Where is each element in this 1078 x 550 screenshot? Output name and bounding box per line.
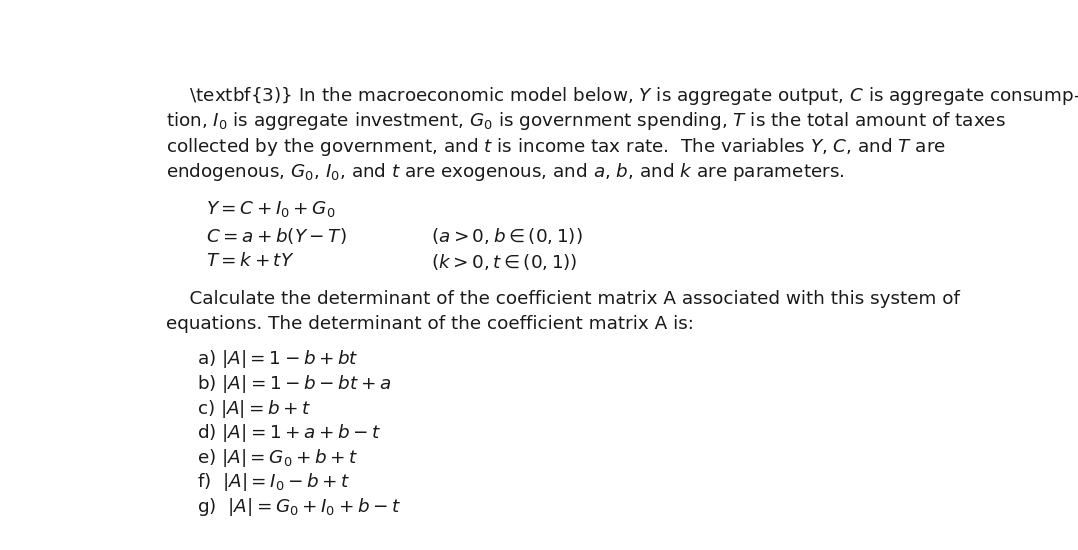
Text: c) $|A| = b + t$: c) $|A| = b + t$: [197, 398, 312, 420]
Text: d) $|A| = 1 + a + b - t$: d) $|A| = 1 + a + b - t$: [197, 422, 382, 444]
Text: \textbf{3)} In the macroeconomic model below, $Y$ is aggregate output, $C$ is ag: \textbf{3)} In the macroeconomic model b…: [166, 85, 1078, 107]
Text: collected by the government, and $t$ is income tax rate.  The variables $Y$, $C$: collected by the government, and $t$ is …: [166, 136, 946, 158]
Text: $(k > 0, t \in (0, 1))$: $(k > 0, t \in (0, 1))$: [431, 252, 578, 272]
Text: g)  $|A| = G_0 + I_0 + b - t$: g) $|A| = G_0 + I_0 + b - t$: [197, 496, 401, 518]
Text: $(a > 0, b \in (0, 1))$: $(a > 0, b \in (0, 1))$: [431, 226, 583, 246]
Text: e) $|A| = G_0 + b + t$: e) $|A| = G_0 + b + t$: [197, 447, 359, 469]
Text: Calculate the determinant of the coefficient matrix A associated with this syste: Calculate the determinant of the coeffic…: [166, 290, 960, 308]
Text: f)  $|A| = I_0 - b + t$: f) $|A| = I_0 - b + t$: [197, 471, 350, 493]
Text: equations. The determinant of the coefficient matrix A is:: equations. The determinant of the coeffi…: [166, 316, 694, 333]
Text: a) $|A| = 1 - b + bt$: a) $|A| = 1 - b + bt$: [197, 349, 359, 371]
Text: endogenous, $G_0$, $I_0$, and $t$ are exogenous, and $a$, $b$, and $k$ are param: endogenous, $G_0$, $I_0$, and $t$ are ex…: [166, 161, 845, 183]
Text: b) $|A| = 1 - b - bt + a$: b) $|A| = 1 - b - bt + a$: [197, 373, 391, 395]
Text: tion, $I_0$ is aggregate investment, $G_0$ is government spending, $T$ is the to: tion, $I_0$ is aggregate investment, $G_…: [166, 111, 1007, 133]
Text: $Y = C + I_0 + G_0$: $Y = C + I_0 + G_0$: [206, 200, 335, 219]
Text: $T = k + tY$: $T = k + tY$: [206, 252, 294, 270]
Text: $C = a + b(Y - T)$: $C = a + b(Y - T)$: [206, 226, 346, 246]
